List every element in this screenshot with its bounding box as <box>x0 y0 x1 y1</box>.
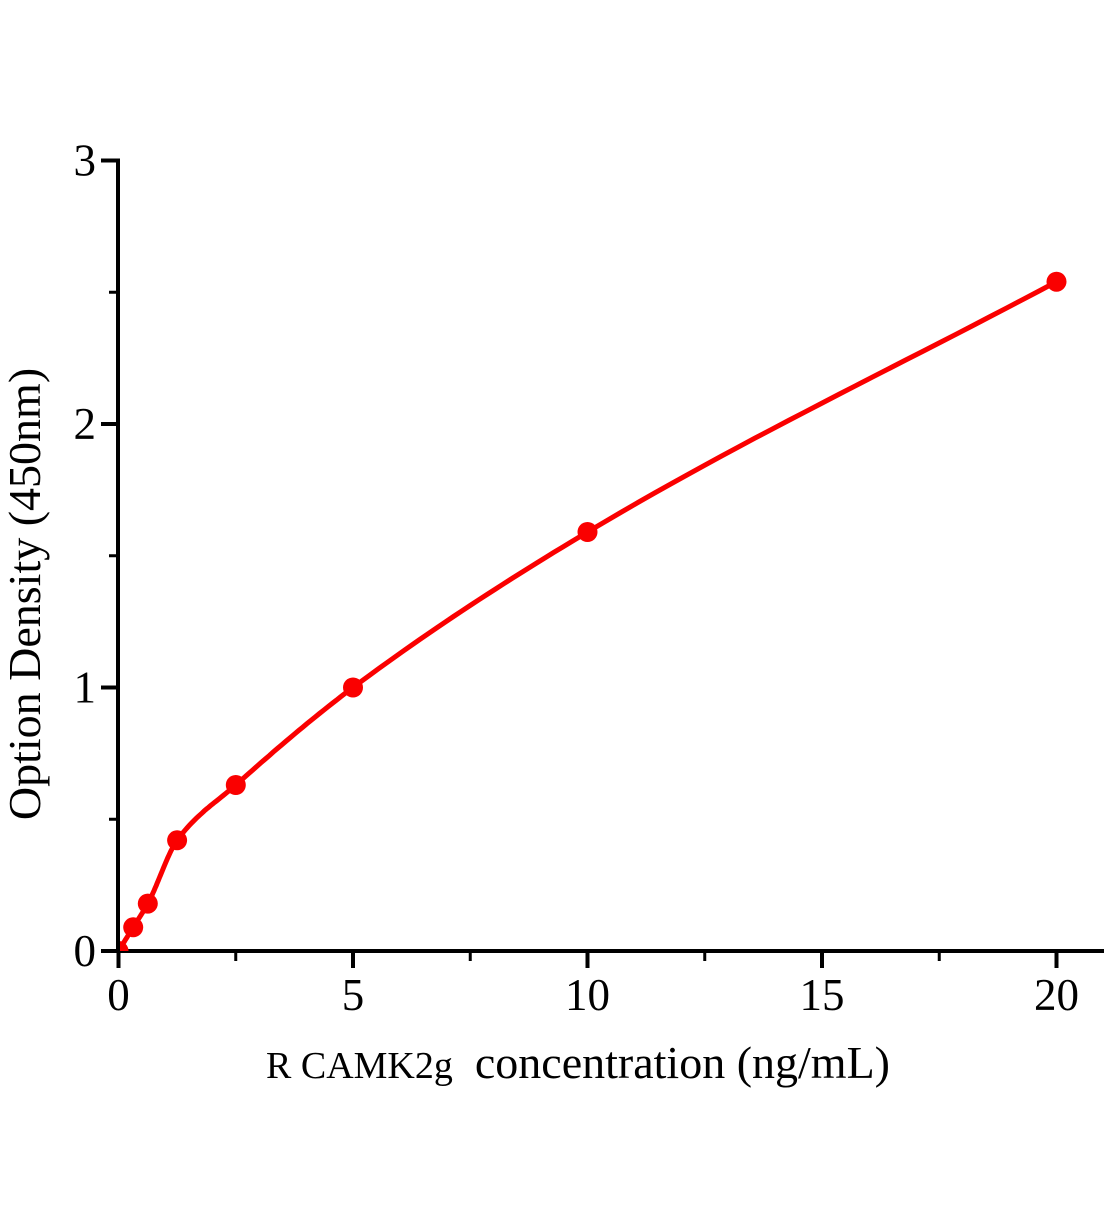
y-axis-tick-label: 0 <box>74 926 97 976</box>
data-points <box>120 271 1067 951</box>
x-axis-title-unit-text: concentration (ng/mL) <box>475 1037 890 1088</box>
data-point-marker <box>343 677 363 698</box>
data-point-marker <box>137 893 158 914</box>
fitted-curve-line <box>120 279 1058 951</box>
x-axis-tick-label: 15 <box>800 970 845 1020</box>
data-point-marker <box>577 522 598 542</box>
data-point-marker <box>225 775 246 795</box>
axis-ticks <box>101 158 1059 968</box>
x-axis-tick-label: 20 <box>1034 970 1079 1020</box>
y-axis-title: Option Density (450nm) <box>0 368 50 820</box>
y-axis-tick-label: 3 <box>74 136 97 186</box>
x-axis-tick-label: 5 <box>342 970 365 1020</box>
x-axis-title: R CAMK2g concentration (ng/mL) <box>266 1037 890 1088</box>
x-axis-tick-label: 10 <box>565 970 610 1020</box>
data-point-marker <box>120 941 129 951</box>
x-axis-tick-label: 0 <box>107 970 130 1020</box>
data-point-marker <box>1046 271 1067 292</box>
data-point-marker <box>123 917 144 938</box>
axis-tick-labels: 0 5 10 15 20 0 1 2 3 <box>74 136 1080 1021</box>
axes <box>116 158 1104 953</box>
y-axis-tick-label: 2 <box>74 399 97 449</box>
data-point-marker <box>167 830 188 851</box>
x-axis-title-protein-name: R CAMK2g <box>266 1045 453 1087</box>
y-axis-tick-label: 1 <box>74 663 97 713</box>
